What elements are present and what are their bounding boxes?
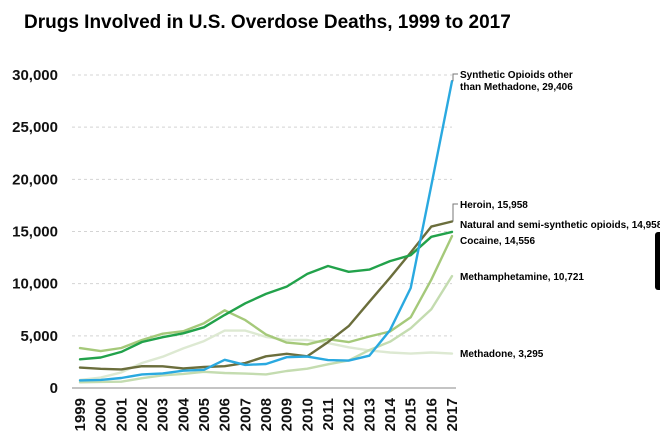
y-tick-label: 15,000: [12, 224, 58, 241]
y-tick-label: 25,000: [12, 119, 58, 136]
window-edge-tab: [655, 232, 660, 290]
x-tick-label: 2001: [113, 398, 130, 431]
x-tick-label: 2007: [237, 398, 254, 431]
x-tick-label: 1999: [72, 398, 89, 431]
x-tick-label: 2013: [361, 398, 378, 431]
y-tick-label: 5,000: [20, 328, 58, 345]
x-tick-label: 2015: [403, 398, 420, 431]
chart-title: Drugs Involved in U.S. Overdose Deaths, …: [24, 12, 511, 33]
x-tick-label: 2011: [320, 398, 337, 431]
series-line: [78, 329, 454, 382]
y-tick-label: 20,000: [12, 171, 58, 188]
y-tick-label: 30,000: [12, 67, 58, 84]
x-tick-label: 2002: [134, 398, 151, 431]
x-tick-label: 2010: [299, 398, 316, 431]
x-tick-label: 2000: [93, 398, 110, 431]
series-label: Methamphetamine, 10,721: [460, 272, 584, 283]
series-line: [78, 79, 454, 382]
x-tick-label: 2016: [423, 398, 440, 431]
x-tick-label: 2017: [444, 398, 461, 431]
series-line: [78, 274, 454, 384]
x-tick-label: 2014: [382, 397, 399, 431]
series-label: Methadone, 3,295: [460, 349, 544, 360]
series-line: [78, 220, 454, 371]
x-tick-label: 2005: [196, 398, 213, 431]
x-tick-label: 2009: [279, 398, 296, 431]
series-label: Natural and semi-synthetic opioids, 14,9…: [460, 220, 660, 231]
y-tick-label: 0: [50, 380, 58, 397]
x-tick-label: 2008: [258, 398, 275, 431]
series-label: Heroin, 15,958: [460, 200, 528, 211]
y-tick-label: 10,000: [12, 276, 58, 293]
label-leader-line: [452, 203, 458, 222]
series-label: Cocaine, 14,556: [460, 236, 535, 247]
x-tick-label: 2003: [155, 398, 172, 431]
x-tick-label: 2012: [341, 398, 358, 431]
x-tick-label: 2004: [175, 397, 192, 431]
label-leader-line: [452, 73, 458, 82]
series-line: [78, 230, 454, 361]
series-label: Synthetic Opioids other than Methadone, 2…: [460, 70, 573, 93]
x-tick-label: 2006: [217, 398, 234, 431]
